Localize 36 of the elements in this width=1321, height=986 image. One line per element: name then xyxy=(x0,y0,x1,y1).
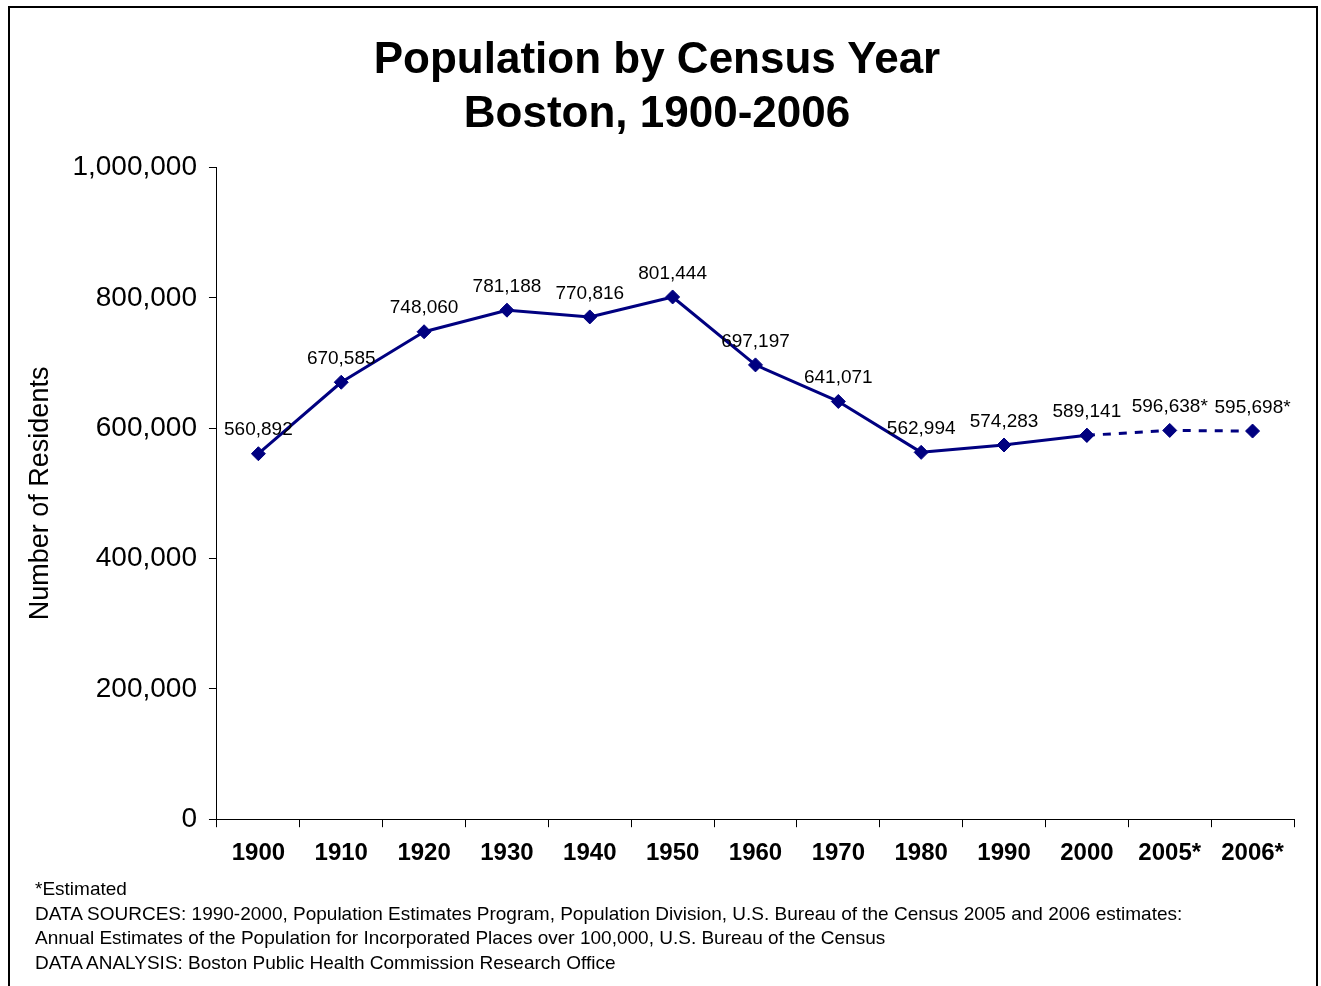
x-tick-label: 2006* xyxy=(1221,838,1285,866)
data-label: 596,638* xyxy=(1131,395,1209,417)
data-label: 595,698* xyxy=(1214,395,1292,417)
y-axis-title: Number of Residents xyxy=(23,366,54,621)
y-tick-label: 0 xyxy=(181,801,197,833)
y-tick-label: 800,000 xyxy=(95,280,197,312)
x-tick-label: 2000 xyxy=(1060,838,1114,866)
y-tick-label: 1,000,000 xyxy=(72,150,197,182)
x-tick-label: 2005* xyxy=(1138,838,1202,866)
x-tick-label: 1950 xyxy=(645,838,700,866)
chart-title: Population by Census Year xyxy=(373,32,941,82)
chart-subtitle: Boston, 1900-2006 xyxy=(463,87,851,137)
data-label: 562,994 xyxy=(886,417,956,439)
data-label: 748,060 xyxy=(389,296,459,318)
x-tick-label: 1970 xyxy=(811,838,866,866)
text: DATA SOURCES: 1990-2000, Population Estimates Program, Population Division, U.S. Bureau of the Census 2005 and 2006 estimates: Annual Estimates of the Population for Incorporated Places over 100,000, U.S. Bureau of the Census xyxy=(35,901,1184,950)
data-label: 770,816 xyxy=(555,281,625,303)
x-tick-label: 1940 xyxy=(563,838,617,866)
y-tick-label: 600,000 xyxy=(95,410,197,442)
x-tick-label: 1910 xyxy=(314,838,368,866)
data-label: 589,141 xyxy=(1052,400,1122,422)
text: DATA ANALYSIS: Boston Public Health Commission Research Office xyxy=(35,950,617,975)
y-tick-label: 400,000 xyxy=(95,541,197,573)
data-label: 574,283 xyxy=(969,409,1039,431)
x-tick-label: 1980 xyxy=(894,838,948,866)
text: *Estimated xyxy=(35,877,128,901)
x-tick-label: 1920 xyxy=(397,838,451,866)
x-tick-label: 1900 xyxy=(231,838,286,866)
y-tick-label: 200,000 xyxy=(95,671,197,703)
data-label: 641,071 xyxy=(803,366,873,388)
x-tick-label: 1930 xyxy=(480,838,534,866)
x-tick-label: 1960 xyxy=(728,838,783,866)
data-label: 670,585 xyxy=(306,346,376,368)
data-label: 801,444 xyxy=(638,261,708,283)
data-label: 781,188 xyxy=(472,274,542,296)
x-tick-label: 1990 xyxy=(977,838,1031,866)
